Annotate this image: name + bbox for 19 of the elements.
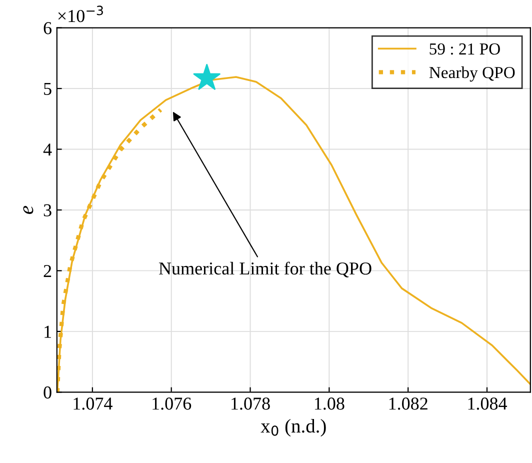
x-tick-label: 1.08 (314, 398, 344, 410)
y-tick-label: 1 (44, 326, 51, 338)
x-tick-label: 1.082 (389, 398, 428, 410)
legend-label: Nearby QPO (429, 66, 515, 82)
y-tick-label: 6 (44, 22, 52, 34)
y-tick-label: 3 (44, 204, 52, 216)
annotation: Numerical Limit for the QPO (158, 262, 372, 278)
text: ×10$^{−3}$ (58, 6, 103, 22)
y-tick-label: 5 (44, 82, 52, 95)
x-tick-label: 1.076 (152, 398, 192, 410)
x-axis-title: x$_{0}$ (n.d.) (260, 418, 326, 437)
y-tick-label: 4 (43, 144, 52, 156)
y-tick-label: 0 (44, 386, 52, 399)
y-tick-label: 2 (44, 265, 52, 277)
y-axis-title: e (23, 206, 34, 214)
x-tick-label: 1.084 (468, 398, 508, 410)
legend-label: 59 : 21 PO (430, 43, 500, 55)
x-tick-label: 1.074 (74, 398, 112, 410)
x-tick-label: 1.078 (232, 398, 270, 410)
